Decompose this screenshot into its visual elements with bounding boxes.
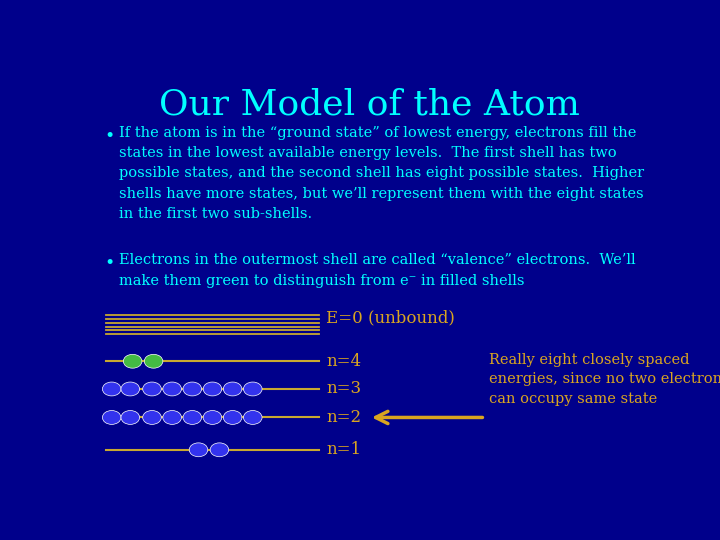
Text: •: •: [104, 128, 114, 145]
Text: Really eight closely spaced
energies, since no two electrons
can occupy same sta: Really eight closely spaced energies, si…: [489, 353, 720, 406]
Ellipse shape: [203, 410, 222, 424]
Ellipse shape: [163, 410, 181, 424]
Text: E=0 (unbound): E=0 (unbound): [326, 309, 455, 327]
Ellipse shape: [243, 410, 262, 424]
Text: If the atom is in the “ground state” of lowest energy, electrons fill the
states: If the atom is in the “ground state” of …: [120, 126, 644, 221]
Ellipse shape: [210, 443, 229, 457]
Ellipse shape: [121, 382, 140, 396]
Ellipse shape: [144, 354, 163, 368]
Text: •: •: [104, 255, 114, 272]
Ellipse shape: [183, 382, 202, 396]
Ellipse shape: [123, 354, 142, 368]
Text: n=1: n=1: [326, 441, 361, 458]
Ellipse shape: [223, 382, 242, 396]
Ellipse shape: [143, 410, 161, 424]
Text: Electrons in the outermost shell are called “valence” electrons.  We’ll
make the: Electrons in the outermost shell are cal…: [120, 253, 636, 287]
Ellipse shape: [143, 382, 161, 396]
Ellipse shape: [189, 443, 208, 457]
Ellipse shape: [163, 382, 181, 396]
Text: n=2: n=2: [326, 409, 361, 426]
Ellipse shape: [121, 410, 140, 424]
FancyArrowPatch shape: [376, 411, 482, 423]
Text: n=3: n=3: [326, 381, 361, 397]
Ellipse shape: [203, 382, 222, 396]
Ellipse shape: [223, 410, 242, 424]
Text: Our Model of the Atom: Our Model of the Atom: [158, 88, 580, 122]
Ellipse shape: [183, 410, 202, 424]
Ellipse shape: [102, 410, 121, 424]
Text: n=4: n=4: [326, 353, 361, 370]
Ellipse shape: [243, 382, 262, 396]
Ellipse shape: [102, 382, 121, 396]
